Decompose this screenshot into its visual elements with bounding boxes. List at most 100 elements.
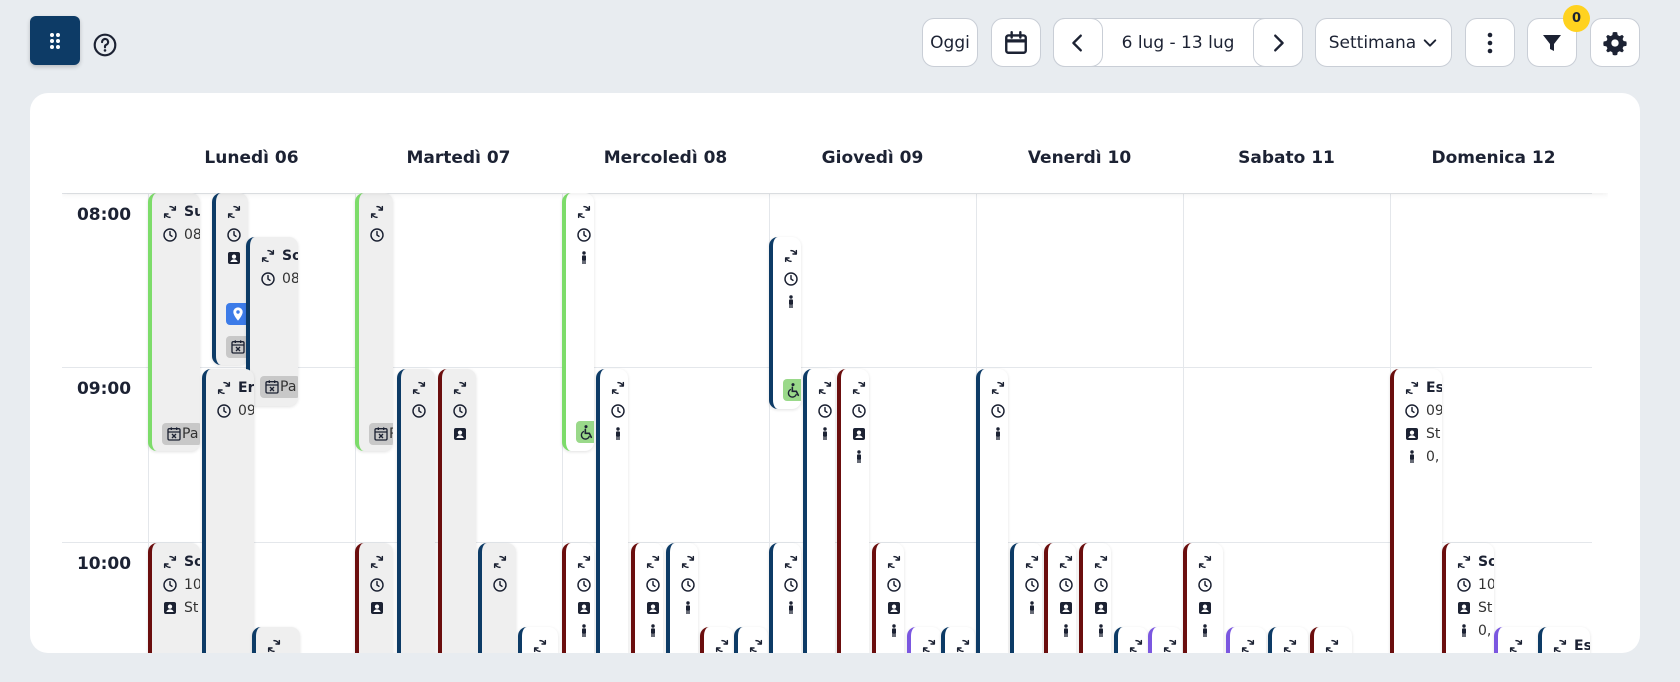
- help-button[interactable]: [92, 32, 118, 58]
- clock-icon: [162, 227, 178, 243]
- calendar-event[interactable]: So 10 St: [148, 543, 200, 653]
- calendar-event[interactable]: [212, 193, 248, 365]
- calendar-event[interactable]: [1226, 627, 1266, 653]
- clock-icon: [1058, 577, 1074, 593]
- person-icon: [576, 623, 592, 639]
- apps-grid-icon: [50, 32, 60, 49]
- clock-icon: [817, 403, 833, 419]
- repeat-icon: [1162, 638, 1178, 654]
- clock-icon: [226, 227, 242, 243]
- repeat-icon: [886, 554, 902, 570]
- day-header-thu[interactable]: Giovedì 09: [821, 148, 924, 168]
- repeat-icon: [1197, 554, 1213, 570]
- repeat-icon: [411, 380, 427, 396]
- calendar-event[interactable]: [976, 369, 1008, 653]
- calendar-event[interactable]: [1114, 627, 1148, 653]
- clock-icon: [990, 403, 1006, 419]
- apps-button[interactable]: [30, 16, 80, 65]
- today-button[interactable]: Oggi: [922, 18, 978, 67]
- person-icon: [1456, 623, 1472, 639]
- calendar-event[interactable]: [562, 543, 594, 653]
- calendar-event[interactable]: [803, 369, 835, 653]
- calendar-event[interactable]: [769, 237, 801, 409]
- calendar-event[interactable]: [562, 193, 594, 451]
- time-grid: 08:00 09:00 10:00 Su 08 Pa: [62, 193, 1592, 653]
- calendar-event[interactable]: [872, 543, 904, 653]
- today-label: Oggi: [930, 32, 970, 53]
- calendar-event[interactable]: [666, 543, 698, 653]
- calendar-event[interactable]: Es 09 St 0,: [1390, 369, 1442, 653]
- repeat-icon: [645, 554, 661, 570]
- calendar-event[interactable]: [1148, 627, 1182, 653]
- filter-icon: [1543, 34, 1561, 51]
- calendar-event[interactable]: [734, 627, 768, 653]
- calendar-event[interactable]: [1183, 543, 1223, 653]
- staff-badge-icon: [162, 600, 178, 616]
- clock-icon: [576, 227, 592, 243]
- calendar-event[interactable]: [907, 627, 941, 653]
- day-header-tue[interactable]: Martedì 07: [406, 148, 511, 168]
- calendar-event[interactable]: Es: [1538, 627, 1590, 653]
- repeat-icon: [216, 380, 232, 396]
- clock-icon: [783, 577, 799, 593]
- repeat-icon: [369, 204, 385, 220]
- day-header-fri[interactable]: Venerdì 10: [1027, 148, 1132, 168]
- calendar-event[interactable]: [1494, 627, 1546, 653]
- calendar-event[interactable]: So 08 Pa: [246, 237, 298, 406]
- calendar-event[interactable]: [397, 369, 435, 653]
- more-options-button[interactable]: [1465, 18, 1515, 67]
- clock-icon: [1456, 577, 1472, 593]
- repeat-icon: [714, 638, 730, 654]
- wheelchair-icon: [580, 424, 594, 440]
- repeat-icon: [748, 638, 764, 654]
- event-status-chip: [226, 336, 248, 358]
- next-week-button[interactable]: [1253, 18, 1303, 67]
- event-status-chip: Pa: [260, 376, 298, 398]
- calendar-event[interactable]: [1268, 627, 1308, 653]
- calendar-event[interactable]: [355, 543, 393, 653]
- day-header-sun[interactable]: Domenica 12: [1431, 148, 1556, 168]
- person-icon: [990, 426, 1006, 442]
- calendar-event[interactable]: [596, 369, 628, 653]
- calendar-event[interactable]: [252, 627, 300, 653]
- clock-icon: [851, 403, 867, 419]
- calendar-event[interactable]: [631, 543, 663, 653]
- chevron-down-icon: [1423, 38, 1437, 47]
- calendar-event[interactable]: [1079, 543, 1111, 653]
- staff-badge-icon: [369, 600, 385, 616]
- view-select[interactable]: Settimana: [1315, 18, 1452, 67]
- clock-icon: [1024, 577, 1040, 593]
- calendar-event[interactable]: P: [355, 193, 393, 451]
- location-pin-icon: [230, 306, 246, 322]
- calendar-event[interactable]: [837, 369, 869, 653]
- calendar-event[interactable]: [700, 627, 734, 653]
- calendar-event[interactable]: Su 08 Pa: [148, 193, 200, 451]
- settings-button[interactable]: [1590, 18, 1640, 67]
- grid-line: [1183, 193, 1184, 653]
- calendar-event[interactable]: [518, 627, 558, 653]
- day-header-mon[interactable]: Lunedì 06: [204, 148, 299, 168]
- calendar-event[interactable]: [941, 627, 975, 653]
- calendar-event[interactable]: So 10 St 0,: [1442, 543, 1494, 653]
- staff-badge-icon: [645, 600, 661, 616]
- prev-week-button[interactable]: [1053, 18, 1103, 67]
- staff-badge-icon: [226, 250, 242, 266]
- day-header-wed[interactable]: Mercoledì 08: [603, 148, 728, 168]
- hour-label-09: 09:00: [76, 379, 132, 399]
- calendar-panel: Lunedì 06 Martedì 07 Mercoledì 08 Gioved…: [30, 93, 1640, 653]
- clock-icon: [783, 271, 799, 287]
- repeat-icon: [1404, 380, 1420, 396]
- day-header-sat[interactable]: Sabato 11: [1238, 148, 1335, 168]
- calendar-event[interactable]: [769, 543, 801, 653]
- calendar-cancel-icon: [230, 339, 246, 355]
- calendar-event[interactable]: [1010, 543, 1042, 653]
- calendar-event[interactable]: [1310, 627, 1352, 653]
- calendar-picker-button[interactable]: [991, 18, 1041, 67]
- calendar-event[interactable]: [1044, 543, 1076, 653]
- calendar-event[interactable]: Er 09: [202, 369, 254, 653]
- event-status-chip: P: [369, 423, 393, 445]
- repeat-icon: [1058, 554, 1074, 570]
- calendar-event[interactable]: [478, 543, 516, 653]
- clock-icon: [886, 577, 902, 593]
- calendar-event[interactable]: [438, 369, 476, 653]
